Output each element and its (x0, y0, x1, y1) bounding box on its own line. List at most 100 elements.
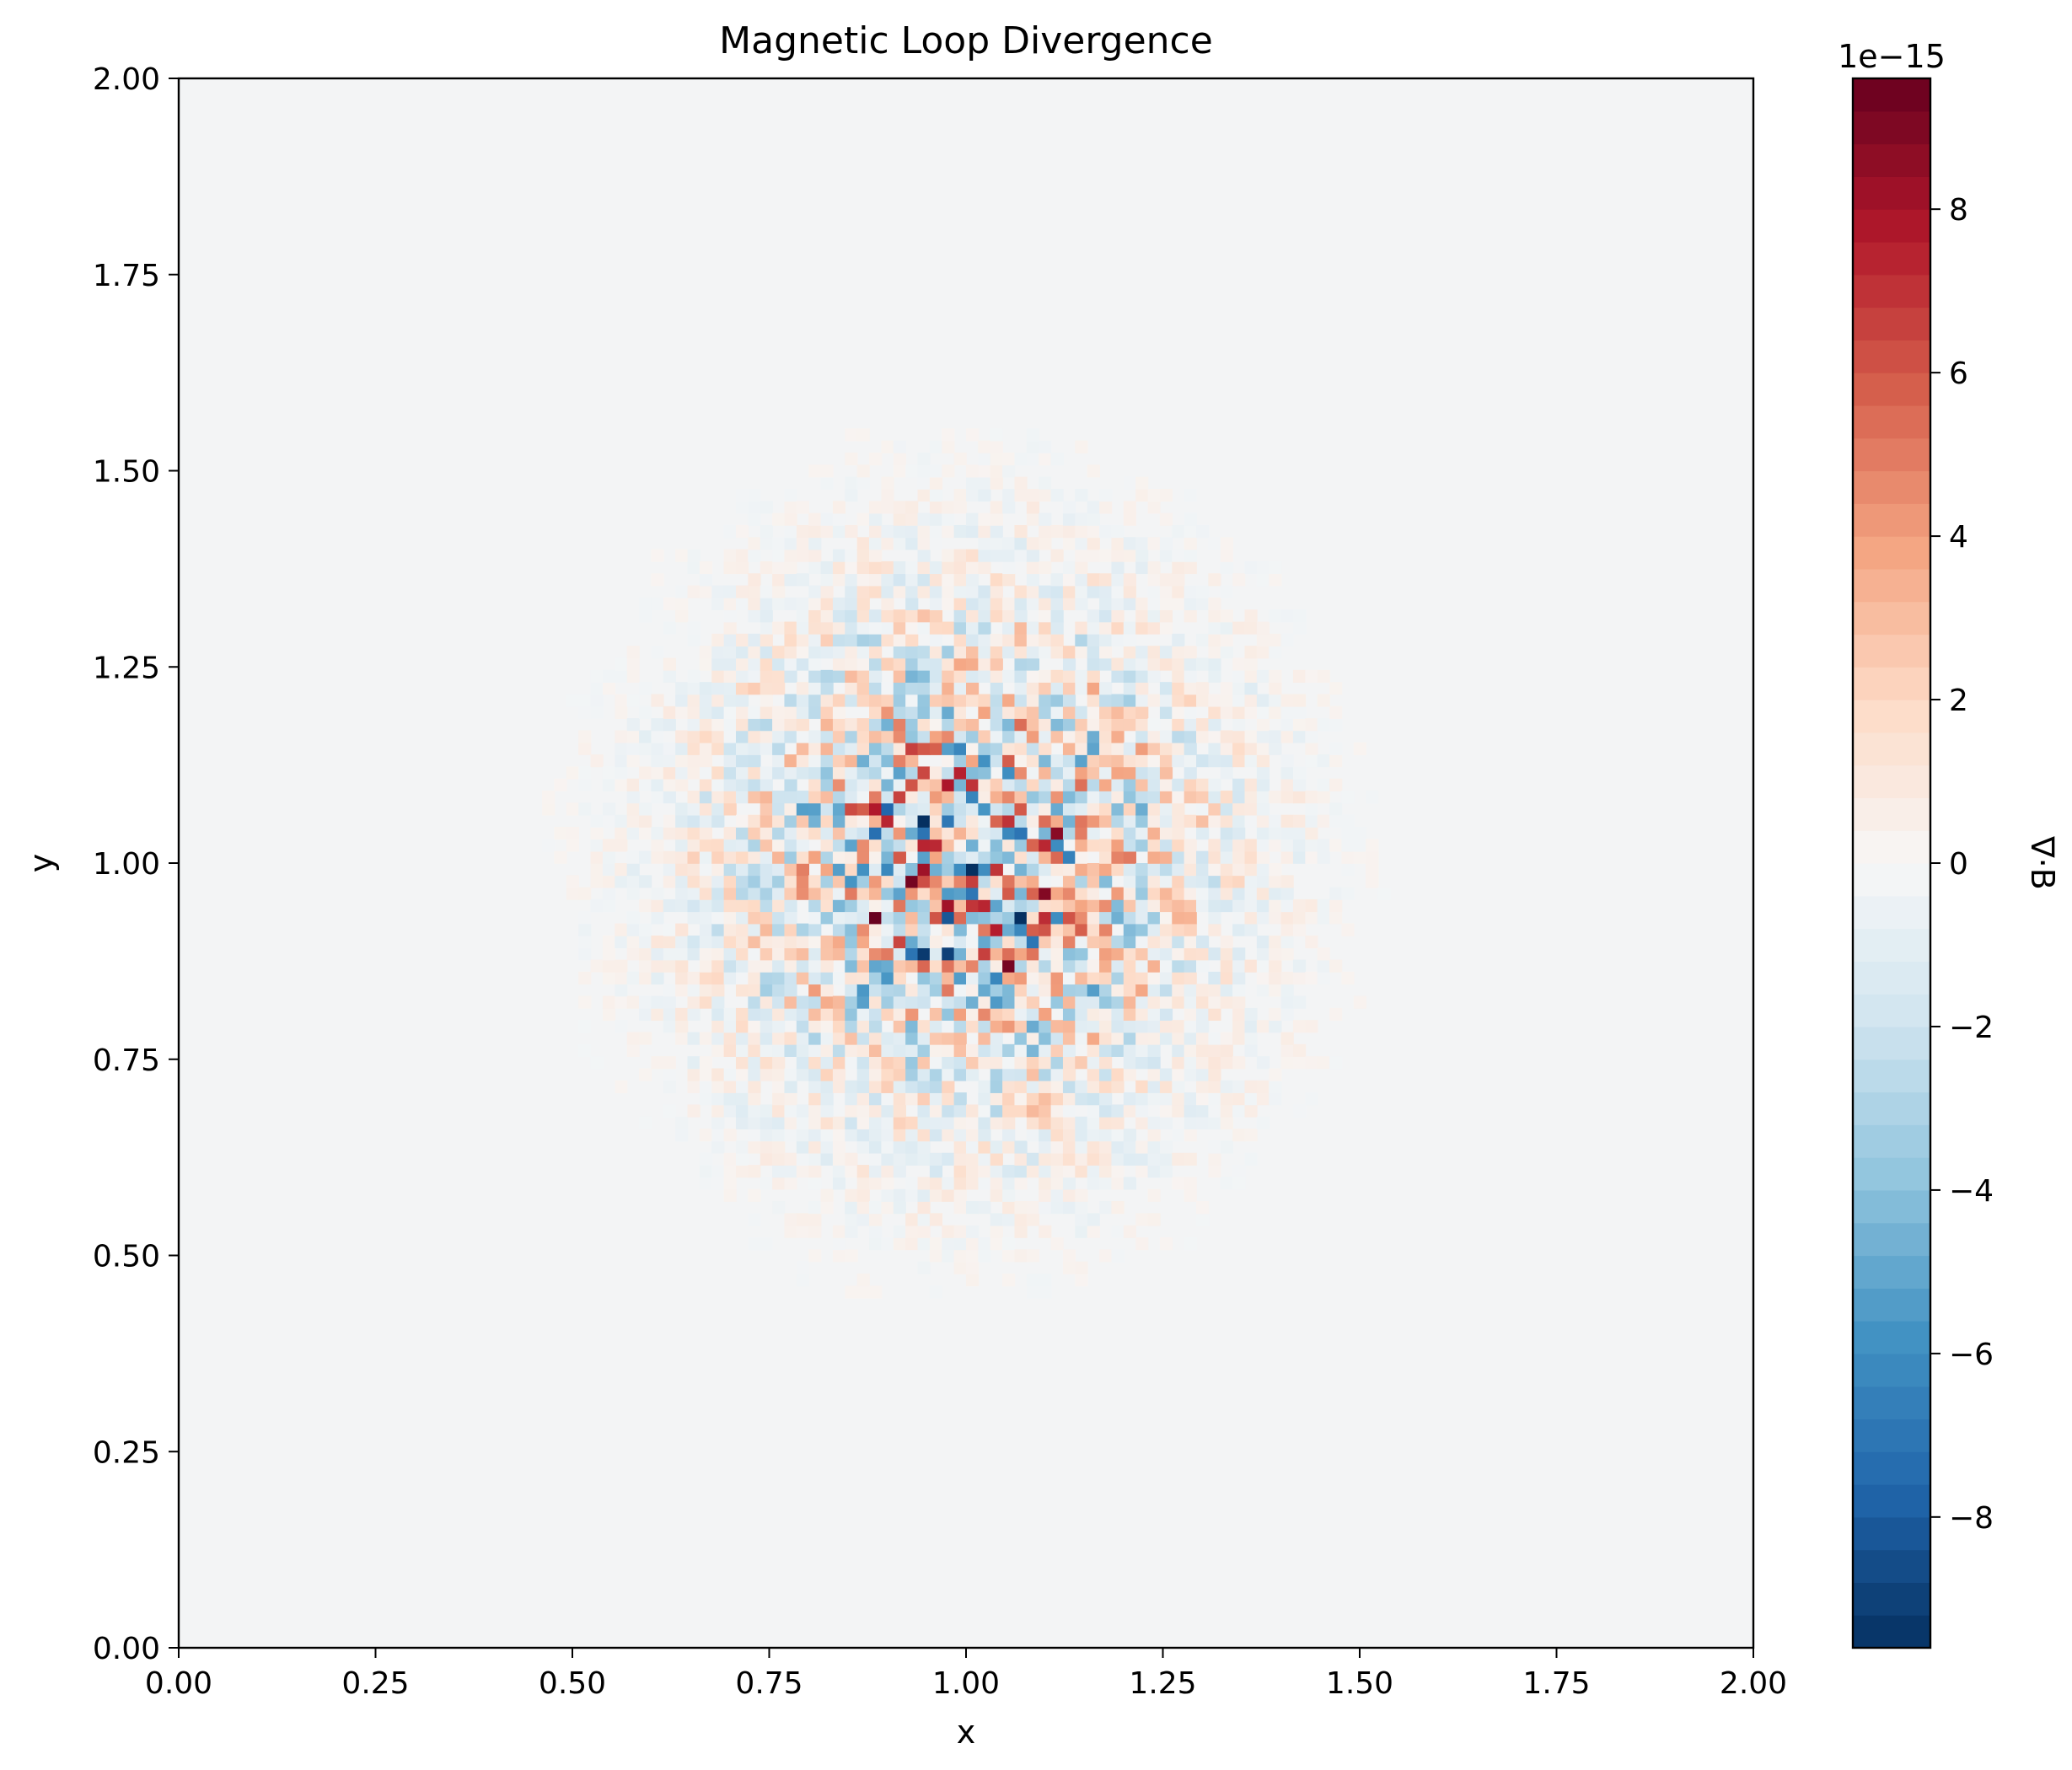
field-cell (1184, 730, 1197, 743)
field-cell (735, 585, 749, 598)
field-cell (735, 839, 749, 852)
field-cell (639, 742, 652, 755)
field-cell (1269, 911, 1282, 925)
field-cell (1232, 669, 1246, 683)
field-cell (1039, 1104, 1052, 1118)
field-cell (1196, 935, 1210, 949)
field-cell (723, 1068, 737, 1081)
field-cell (615, 1080, 628, 1093)
field-cell (1087, 971, 1100, 985)
field-cell (1232, 959, 1246, 973)
field-cell (1026, 1056, 1040, 1070)
field-cell (1172, 1104, 1185, 1118)
field-cell (832, 597, 846, 611)
colorbar-band (1853, 1321, 1930, 1354)
field-cell (966, 911, 980, 925)
field-cell (1147, 573, 1161, 587)
field-cell (1317, 1056, 1330, 1070)
field-cell (1002, 1056, 1016, 1070)
field-cell (772, 1032, 786, 1045)
field-cell (1292, 669, 1307, 683)
field-cell (663, 814, 676, 828)
field-cell (881, 935, 894, 949)
field-cell (760, 911, 773, 925)
field-cell (917, 1129, 931, 1142)
field-cell (1062, 560, 1076, 575)
field-cell (1208, 923, 1221, 936)
field-cell (820, 609, 834, 623)
field-cell (820, 839, 834, 852)
field-cell (1292, 995, 1307, 1009)
field-cell (687, 1056, 701, 1070)
field-cell (990, 935, 1003, 949)
field-cell (869, 1068, 883, 1081)
field-cell (978, 911, 991, 925)
field-cell (663, 1020, 676, 1033)
field-cell (929, 814, 943, 828)
field-cell (820, 875, 834, 888)
field-cell (953, 718, 967, 732)
field-cell (1075, 1213, 1088, 1226)
field-cell (651, 646, 664, 659)
x-axis-label: x (957, 1714, 976, 1751)
field-cell (1123, 863, 1136, 877)
colorbar-offset-text: 1e−15 (1838, 38, 1946, 75)
field-cell (929, 887, 943, 900)
field-cell (1135, 742, 1149, 755)
field-cell (942, 802, 955, 816)
field-cell (1123, 839, 1136, 852)
field-cell (796, 1225, 809, 1238)
field-cell (1244, 1152, 1258, 1166)
field-cell (1208, 971, 1221, 985)
field-cell (1172, 1092, 1185, 1106)
field-cell (917, 959, 931, 973)
field-cell (760, 814, 773, 828)
field-cell (966, 1249, 980, 1263)
field-cell (1232, 923, 1246, 936)
field-cell (1123, 549, 1136, 562)
field-cell (808, 814, 822, 828)
field-cell (1075, 947, 1088, 961)
field-cell (626, 887, 640, 900)
field-cell (566, 802, 579, 816)
field-cell (1256, 573, 1270, 587)
field-cell (1014, 1165, 1028, 1178)
field-cell (711, 778, 725, 791)
field-cell (978, 464, 991, 478)
field-cell (1075, 923, 1088, 936)
field-cell (675, 778, 689, 791)
field-cell (1329, 814, 1343, 828)
field-cell (856, 863, 870, 877)
field-cell (869, 923, 883, 936)
field-cell (1123, 887, 1136, 900)
field-cell (1232, 1032, 1246, 1045)
field-cell (1269, 971, 1282, 985)
field-cell (1123, 971, 1136, 985)
field-cell (990, 791, 1003, 804)
field-cell (1050, 621, 1064, 635)
field-cell (1280, 730, 1294, 743)
field-cell (1062, 1043, 1076, 1057)
field-cell (1184, 585, 1197, 598)
field-cell (856, 923, 870, 936)
field-cell (1196, 682, 1210, 695)
field-cell (893, 646, 906, 659)
field-cell (1135, 657, 1149, 671)
colorbar-tick: 4 (1930, 520, 1968, 555)
field-cell (832, 935, 846, 949)
field-cell (760, 802, 773, 816)
field-cell (1196, 1104, 1210, 1118)
colorbar-band (1853, 764, 1930, 799)
field-cell (796, 827, 809, 840)
field-cell (1026, 1273, 1040, 1287)
field-cell (711, 814, 725, 828)
field-cell (760, 1116, 773, 1129)
field-cell (978, 1177, 991, 1190)
field-cell (942, 827, 955, 840)
field-cell (1111, 621, 1125, 635)
field-cell (796, 1273, 809, 1287)
field-cell (942, 585, 955, 598)
field-cell (748, 1104, 761, 1118)
x-tick-label: 0.50 (539, 1666, 606, 1701)
field-cell (796, 791, 809, 804)
